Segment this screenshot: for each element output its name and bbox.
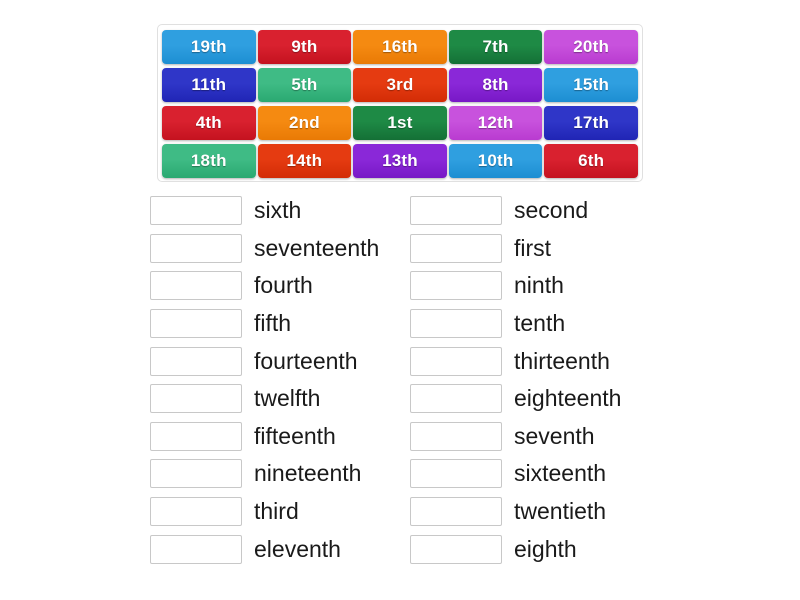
answer-word-label: third <box>254 498 299 525</box>
draggable-tile[interactable]: 14th <box>257 144 352 178</box>
tile-bank: 19th 9th 16th 7th 20th 11th 5th 3rd 8th 15th 4th 2n… <box>157 24 643 182</box>
answer-drop-box[interactable] <box>410 309 502 339</box>
answer-drop-box[interactable] <box>410 346 502 376</box>
answer-drop-box[interactable] <box>150 346 242 376</box>
answer-drop-box[interactable] <box>150 233 242 263</box>
answer-row: first <box>410 230 621 268</box>
answer-row: seventh <box>410 418 621 456</box>
tile-row: 11th 5th 3rd 8th 15th <box>161 66 639 104</box>
draggable-tile[interactable]: 12th <box>448 106 543 140</box>
answer-drop-box[interactable] <box>410 384 502 414</box>
draggable-tile[interactable]: 18th <box>162 144 256 178</box>
answer-drop-box[interactable] <box>150 196 242 226</box>
answer-drop-box[interactable] <box>410 196 502 226</box>
draggable-tile[interactable]: 16th <box>353 30 447 64</box>
tile-row: 4th 2nd 1st 12th 17th <box>161 104 639 142</box>
answer-drop-box[interactable] <box>410 421 502 451</box>
answer-word-label: eighth <box>514 535 577 562</box>
answer-row: third <box>150 493 379 531</box>
answer-drop-box[interactable] <box>410 534 502 564</box>
answer-drop-box[interactable] <box>150 459 242 489</box>
draggable-tile[interactable]: 9th <box>257 30 352 64</box>
answer-row: nineteenth <box>150 455 379 493</box>
draggable-tile[interactable]: 5th <box>257 68 352 102</box>
draggable-tile[interactable]: 15th <box>544 68 638 102</box>
answer-word-label: ninth <box>514 272 564 299</box>
answer-drop-box[interactable] <box>150 271 242 301</box>
draggable-tile[interactable]: 13th <box>353 144 447 178</box>
draggable-tile[interactable]: 4th <box>162 106 256 140</box>
answer-drop-box[interactable] <box>410 497 502 527</box>
answer-drop-box[interactable] <box>150 309 242 339</box>
answer-word-label: fifth <box>254 310 292 337</box>
answer-word-label: first <box>514 234 552 261</box>
draggable-tile[interactable]: 19th <box>162 30 256 64</box>
draggable-tile[interactable]: 2nd <box>257 106 352 140</box>
answer-row: second <box>410 192 621 230</box>
answer-word-label: thirteenth <box>514 347 610 374</box>
answer-word-label: twelfth <box>254 385 321 412</box>
draggable-tile[interactable]: 1st <box>353 106 447 140</box>
answer-row: fourth <box>150 267 379 305</box>
answer-word-label: fourteenth <box>254 347 358 374</box>
answer-word-label: eighteenth <box>514 385 622 412</box>
answer-word-label: sixteenth <box>514 460 607 487</box>
answer-row: ninth <box>410 267 621 305</box>
answer-row: twelfth <box>150 380 379 418</box>
draggable-tile[interactable]: 11th <box>162 68 256 102</box>
answer-row: sixth <box>150 192 379 230</box>
answer-row: sixteenth <box>410 455 621 493</box>
draggable-tile[interactable]: 8th <box>448 68 543 102</box>
answer-word-label: sixth <box>254 197 302 224</box>
answer-drop-box[interactable] <box>150 534 242 564</box>
answer-drop-box[interactable] <box>150 497 242 527</box>
draggable-tile[interactable]: 20th <box>544 30 638 64</box>
draggable-tile[interactable]: 17th <box>544 106 638 140</box>
answer-column-left: sixth seventeenth fourth fifth fourteenth twe… <box>150 192 379 568</box>
answer-row: eighth <box>410 530 621 568</box>
draggable-tile[interactable]: 3rd <box>353 68 447 102</box>
answer-word-label: twentieth <box>514 498 607 525</box>
answer-row: fourteenth <box>150 342 379 380</box>
answer-word-label: second <box>514 197 589 224</box>
answer-row: twentieth <box>410 493 621 531</box>
answer-word-label: tenth <box>514 310 566 337</box>
answer-row: tenth <box>410 305 621 343</box>
answer-word-label: fourth <box>254 272 313 299</box>
answer-drop-box[interactable] <box>410 233 502 263</box>
answer-row: seventeenth <box>150 230 379 268</box>
draggable-tile[interactable]: 7th <box>448 30 543 64</box>
answer-drop-box[interactable] <box>150 421 242 451</box>
draggable-tile[interactable]: 10th <box>448 144 543 178</box>
answer-row: eleventh <box>150 530 379 568</box>
answer-word-label: nineteenth <box>254 460 362 487</box>
draggable-tile[interactable]: 6th <box>544 144 638 178</box>
answer-row: fifth <box>150 305 379 343</box>
answer-row: fifteenth <box>150 418 379 456</box>
answer-row: eighteenth <box>410 380 621 418</box>
answer-drop-box[interactable] <box>410 459 502 489</box>
answer-drop-box[interactable] <box>410 271 502 301</box>
answer-word-label: seventeenth <box>254 234 380 261</box>
tile-row: 18th 14th 13th 10th 6th <box>161 142 639 180</box>
answer-drop-box[interactable] <box>150 384 242 414</box>
answer-word-label: eleventh <box>254 535 341 562</box>
answer-word-label: seventh <box>514 422 595 449</box>
answer-column-right: second first ninth tenth thirteenth eighteent… <box>410 192 621 568</box>
answer-word-label: fifteenth <box>254 422 336 449</box>
answer-row: thirteenth <box>410 342 621 380</box>
tile-row: 19th 9th 16th 7th 20th <box>161 28 639 66</box>
